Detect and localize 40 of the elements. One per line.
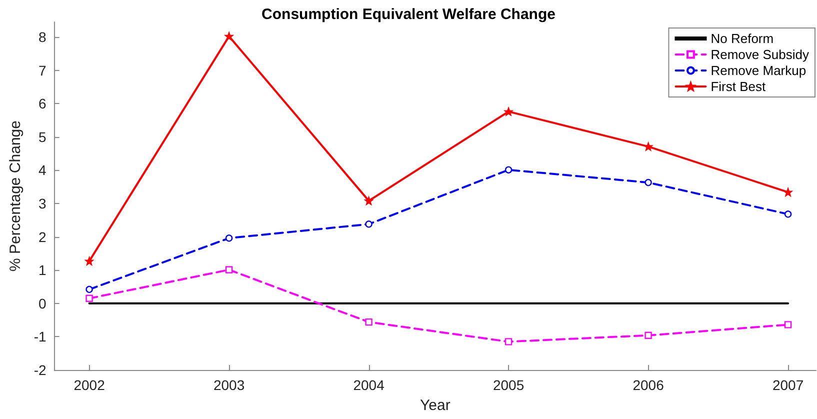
legend-label: First Best (710, 79, 766, 94)
y-tick-label: 7 (38, 62, 47, 78)
x-tick-label: 2006 (632, 377, 664, 393)
legend-label: Remove Subsidy (710, 47, 810, 62)
y-tick-label: 3 (38, 195, 47, 212)
point (644, 332, 652, 339)
point (784, 210, 792, 218)
point (365, 318, 372, 326)
point (224, 32, 234, 40)
point (504, 338, 512, 346)
point (644, 142, 652, 151)
point (86, 286, 93, 294)
point (86, 294, 93, 302)
y-tick-label: 6 (38, 96, 47, 112)
y-tick-label: 1 (38, 262, 47, 278)
x-axis-title: Year (420, 397, 450, 414)
point (364, 196, 373, 205)
point (784, 321, 792, 328)
y-axis-title: % Percentage Change (7, 120, 24, 272)
y-tick-label: 8 (38, 28, 47, 45)
legend-label: Remove Markup (710, 63, 806, 78)
y-tick-label: -2 (34, 362, 47, 378)
point (365, 220, 372, 228)
x-tick-label: 2005 (492, 377, 524, 393)
x-tick-label: 2003 (213, 377, 245, 393)
y-tick-label: -1 (34, 328, 47, 345)
legend-label: No Reform (710, 31, 774, 46)
y-tick-label: 2 (38, 228, 47, 245)
point (644, 178, 652, 186)
y-tick-label: 5 (38, 128, 47, 145)
y-tick-label: 0 (38, 295, 47, 312)
chart-title: Consumption Equivalent Welfare Change (262, 6, 556, 23)
point (225, 266, 233, 274)
y-tick-label: 4 (38, 162, 47, 178)
x-tick-label: 2002 (74, 377, 106, 393)
x-tick-label: 2007 (772, 377, 804, 393)
x-tick-label: 2004 (353, 377, 385, 393)
point (225, 234, 233, 242)
point (504, 107, 513, 116)
point (504, 166, 512, 174)
